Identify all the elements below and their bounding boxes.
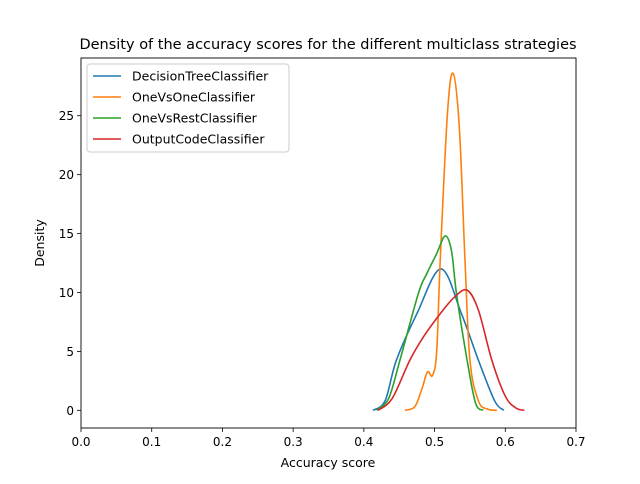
y-tick-label: 0 (66, 404, 74, 418)
legend-label: OneVsRestClassifier (132, 111, 258, 126)
x-axis-label: Accuracy score (281, 455, 376, 470)
legend-box (86, 63, 290, 153)
legend: DecisionTreeClassifier OneVsOneClassifier… (86, 63, 290, 153)
x-tick-label: 0.5 (425, 435, 444, 449)
legend-label: DecisionTreeClassifier (132, 69, 269, 84)
x-tick-label: 0.1 (142, 435, 161, 449)
y-tick-label: 20 (59, 168, 74, 182)
x-tick-label: 0.0 (71, 435, 90, 449)
series-line-OneVsOneClassifier (404, 72, 497, 412)
legend-label: OutputCodeClassifier (132, 132, 265, 147)
x-tick-label: 0.7 (566, 435, 585, 449)
y-tick-label: 15 (59, 227, 74, 241)
x-tick-label: 0.2 (213, 435, 232, 449)
x-tick-label: 0.3 (284, 435, 303, 449)
axes-frame (80, 57, 577, 429)
y-tick-label: 5 (66, 345, 74, 359)
series-line-DecisionTreeClassifier (372, 268, 505, 412)
x-tick-label: 0.4 (354, 435, 373, 449)
y-tick-label: 10 (59, 286, 74, 300)
y-axis-label: Density (32, 219, 47, 267)
y-tick-label: 25 (59, 109, 74, 123)
series-line-OneVsRestClassifier (376, 235, 484, 412)
legend-label: OneVsOneClassifier (132, 90, 256, 105)
chart-title: Density of the accuracy scores for the d… (79, 37, 576, 53)
x-tick-label: 0.6 (496, 435, 515, 449)
series-line-OutputCodeClassifier (377, 288, 525, 412)
